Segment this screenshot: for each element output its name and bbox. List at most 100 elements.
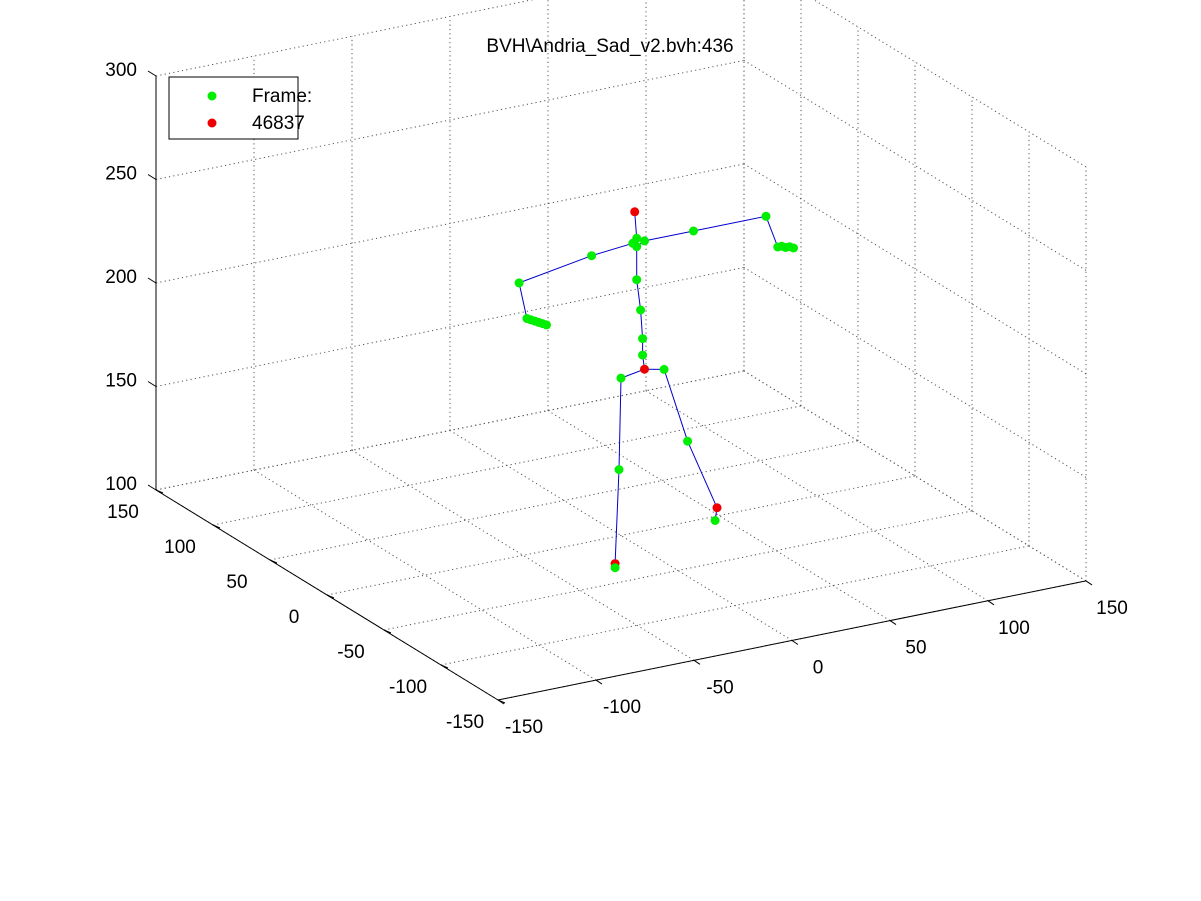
joint-marker-l_hand5 bbox=[542, 320, 551, 330]
legend-box bbox=[168, 76, 299, 140]
x-tick-label: -150 bbox=[505, 717, 543, 738]
x-tick-label: 50 bbox=[905, 638, 926, 659]
axis-layer bbox=[147, 70, 1093, 705]
x-tick-mark bbox=[791, 640, 799, 645]
bone-r_collar-r_shoulder bbox=[644, 230, 694, 242]
floor-gridline-x bbox=[645, 390, 989, 602]
z-tick-label: 250 bbox=[105, 164, 137, 185]
joint-marker-r_knee bbox=[683, 436, 693, 446]
bone-r_elbow-r_wrist bbox=[765, 216, 779, 248]
z-tick-mark bbox=[147, 484, 157, 491]
legend-marker-end bbox=[207, 118, 217, 128]
joint-marker-l_shoulder bbox=[587, 251, 597, 261]
joint-marker-neck bbox=[632, 275, 642, 285]
y-tick-mark bbox=[155, 489, 164, 494]
joint-marker-hips bbox=[640, 364, 649, 374]
bone-l_collar-l_shoulder bbox=[591, 242, 633, 257]
y-tick-label: 150 bbox=[107, 502, 139, 523]
y-tick-mark bbox=[269, 559, 278, 564]
bone-l_knee-l_ankle bbox=[614, 469, 620, 564]
side-wall-gridline-z bbox=[813, 0, 1087, 168]
y-tick-mark bbox=[440, 664, 449, 669]
y-tick-label: 100 bbox=[164, 537, 196, 558]
joint-marker-spine2 bbox=[638, 334, 648, 344]
floor-gridline-y bbox=[440, 545, 1030, 666]
bone-l_shoulder-l_elbow bbox=[518, 255, 592, 284]
z-tick-mark bbox=[147, 277, 157, 284]
joint-marker-r_hand4 bbox=[789, 243, 798, 253]
joint-marker-r_collar bbox=[640, 236, 649, 246]
bone-spine2-spine3 bbox=[640, 309, 644, 339]
y-tick-label: 0 bbox=[289, 607, 300, 628]
x-tick-label: 0 bbox=[813, 658, 824, 679]
z-tick-label: 200 bbox=[105, 267, 137, 288]
joint-marker-spine3 bbox=[636, 305, 646, 315]
y-tick-mark bbox=[326, 594, 335, 599]
y-tick-mark bbox=[383, 629, 392, 634]
floor-gridline-x bbox=[547, 410, 891, 622]
bone-l_elbow-l_wrist bbox=[518, 282, 528, 319]
floor-gridline-y bbox=[269, 440, 859, 561]
joint-marker-l_elbow bbox=[514, 278, 524, 288]
floor-gridline-x bbox=[351, 449, 695, 661]
x-tick-label: -50 bbox=[706, 677, 733, 698]
x-tick-mark bbox=[1085, 580, 1093, 586]
floor-gridline-y bbox=[326, 475, 916, 596]
legend-label-frame-number: 46837 bbox=[252, 113, 305, 134]
y-tick-mark bbox=[497, 699, 506, 704]
legend-label-frame: Frame: bbox=[252, 86, 312, 107]
back-wall-gridline-z bbox=[155, 163, 745, 284]
side-wall-gridline-z bbox=[743, 163, 1087, 375]
z-tick-mark bbox=[147, 174, 157, 180]
joint-marker-head_end bbox=[630, 207, 640, 217]
legend[interactable]: Frame: 46837 bbox=[168, 76, 312, 140]
floor-gridline-x bbox=[253, 469, 597, 681]
y-tick-label: 50 bbox=[226, 572, 247, 593]
x-tick-mark bbox=[595, 679, 603, 685]
side-wall-gridline-z bbox=[743, 370, 1087, 582]
bone-l_hip-l_knee bbox=[618, 378, 622, 470]
skeleton-bones bbox=[518, 211, 794, 568]
y-tick-label: -100 bbox=[389, 677, 427, 698]
floor-gridline-y bbox=[383, 510, 973, 631]
x-tick-mark bbox=[693, 659, 701, 665]
back-wall-gridline-z bbox=[155, 0, 534, 77]
y-tick-mark bbox=[212, 524, 221, 529]
joint-marker-r_shoulder bbox=[689, 226, 698, 236]
skeleton-joints bbox=[514, 207, 798, 573]
z-tick-label: 150 bbox=[105, 371, 137, 392]
bone-spine3-neck bbox=[636, 279, 642, 311]
x-tick-label: 150 bbox=[1096, 598, 1128, 619]
back-wall-gridline-z bbox=[155, 59, 745, 180]
x-tick-label: 100 bbox=[998, 618, 1030, 639]
joint-marker-spine1 bbox=[638, 350, 648, 360]
joint-marker-l_knee bbox=[614, 465, 624, 475]
x-axis-line bbox=[497, 580, 1087, 701]
z-tick-mark bbox=[147, 70, 157, 77]
side-wall-gridline-z bbox=[743, 59, 1087, 271]
bone-r_hip-r_knee bbox=[663, 369, 689, 442]
x-tick-mark bbox=[987, 600, 995, 606]
joint-marker-r_ankle bbox=[712, 503, 722, 513]
floor-gridline-y bbox=[212, 405, 802, 526]
joint-marker-l_hip bbox=[616, 373, 626, 383]
side-wall-gridline-z bbox=[743, 266, 1087, 478]
tick-labels: -150 -100 -50 0 50 100 150 -150 -100 -50 0 50 100 150… bbox=[105, 60, 1128, 738]
joint-marker-r_foot bbox=[710, 516, 720, 525]
y-tick-label: -50 bbox=[337, 642, 364, 663]
legend-marker-joint bbox=[207, 91, 217, 101]
chart-title: BVH\Andria_Sad_v2.bvh:436 bbox=[486, 36, 733, 57]
back-wall-gridline-z bbox=[155, 266, 745, 387]
y-tick-label: -150 bbox=[446, 712, 484, 733]
z-tick-label: 300 bbox=[105, 60, 137, 81]
x-tick-mark bbox=[889, 620, 897, 626]
x-tick-label: -100 bbox=[603, 697, 641, 718]
joint-marker-r_elbow bbox=[761, 211, 771, 221]
joint-marker-r_hip bbox=[659, 364, 669, 374]
bone-r_shoulder-r_elbow bbox=[693, 215, 767, 232]
bone-r_knee-r_ankle bbox=[687, 440, 718, 508]
z-tick-label: 100 bbox=[105, 474, 137, 495]
joint-marker-l_collar bbox=[628, 238, 638, 248]
back-wall-gridline-z bbox=[155, 370, 745, 491]
